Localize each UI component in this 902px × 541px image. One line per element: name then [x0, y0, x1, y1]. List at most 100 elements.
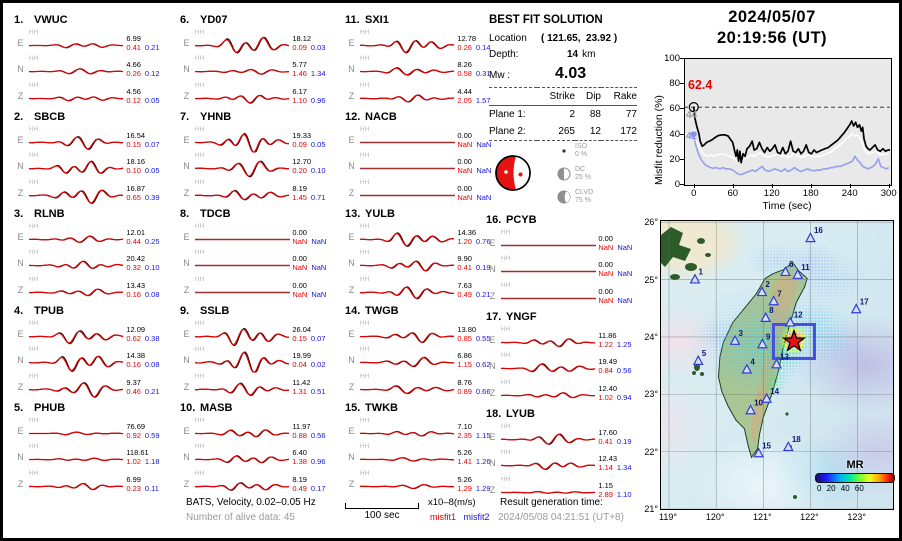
waveform-trace: HH [358, 223, 454, 250]
amplitude-value: 0.00 [457, 183, 472, 193]
misfit-values: 0.23 0.11 [126, 484, 176, 493]
svg-text:11: 11 [801, 263, 810, 272]
waveform-plot [359, 67, 454, 77]
x-tick-mark [888, 184, 890, 188]
channel-values: 8.19 0.49 0.17 [289, 475, 342, 493]
channel-values: 12.70 0.20 0.10 [289, 157, 342, 175]
misfit2-value: NaN [476, 166, 492, 176]
station-header: 16. PCYB [486, 212, 648, 230]
waveform-trace: HH [27, 29, 123, 56]
misfit2-value: 0.21 [144, 386, 160, 396]
amplitude-value: 18.12 [292, 34, 312, 44]
channel-values: 118.61 1.02 1.18 [123, 448, 176, 466]
channel-row: N HH 0.00 NaN NaN [345, 152, 507, 179]
channel-band-label: HH [194, 346, 205, 354]
channel-row: N HH 20.42 0.32 0.10 [14, 249, 176, 276]
map-station-13: 13 [771, 352, 789, 369]
channel-row: Z HH 0.00 NaN NaN [345, 178, 507, 206]
channel-band-label: HH [194, 320, 205, 328]
misfit1-value: NaN [292, 237, 308, 247]
station-code: YD07 [200, 14, 228, 26]
misfit1-value: 1.15 [457, 360, 472, 370]
channel-band-label: HH [500, 352, 511, 360]
station-block: 15. TWKB E HH 7.10 2.35 1.15 N HH 5.26 1.41 1.26 Z HH… [345, 400, 507, 497]
station-code: RLNB [34, 208, 65, 220]
waveform-trace: HH [193, 249, 290, 276]
svg-text:6: 6 [789, 260, 794, 269]
svg-text:16: 16 [814, 226, 823, 235]
component-label: E [183, 135, 190, 146]
misfit1-value: 0.26 [457, 43, 472, 53]
map-panel: 1 2 3 4 5 6 7 8 9 10 11 12 13 14 15 16 17 18 MR 0 20 40 6… [642, 210, 900, 540]
channel-band-label: HH [359, 249, 370, 257]
component-label: N [348, 258, 355, 269]
channel-row: N HH 118.61 1.02 1.18 [14, 443, 176, 470]
svg-text:17: 17 [860, 297, 869, 306]
waveform-plot [28, 160, 124, 175]
channel-values: 0.00 NaN NaN [454, 184, 507, 202]
amplitude-value: 11.97 [292, 422, 311, 432]
waveform-trace: HH [27, 373, 123, 400]
amplitude-value: 13.80 [457, 325, 477, 335]
waveform-plot [500, 271, 596, 273]
waveform-trace: HH [27, 55, 124, 82]
station-number: 16. [486, 214, 502, 226]
waveform-trace: HH [193, 179, 289, 206]
channel-band-label: HH [500, 378, 511, 386]
channel-values: 11.42 1.31 0.51 [289, 378, 342, 396]
station-number: 5. [14, 402, 24, 414]
misfit2-value: 0.05 [310, 140, 326, 150]
channel-row: Z HH 13.43 0.16 0.08 [14, 276, 176, 303]
channel-row: E HH 7.10 2.35 1.15 [345, 417, 507, 444]
station-block: 12. NACB E HH 0.00 NaN NaN N HH 0.00 NaN NaN Z HH 0.00… [345, 109, 507, 206]
station-block: 14. TWGB E HH 13.80 0.85 0.55 N HH 6.86 1.15 0.62 Z H… [345, 303, 507, 400]
lat-tick-label: 22° [644, 446, 658, 457]
station-block: 13. YULB E HH 14.36 1.20 0.76 N HH 9.90 0.41 0.19 Z H… [345, 206, 507, 303]
channel-row: Z HH 8.19 0.49 0.17 [180, 470, 342, 497]
misfit2-value: 0.96 [310, 95, 326, 105]
channel-row: N HH 12.70 0.20 0.10 [180, 152, 342, 179]
map-station-18: 18 [782, 435, 801, 452]
component-label: Z [348, 478, 355, 489]
component-label: N [17, 161, 24, 172]
waveform-plot [194, 238, 290, 241]
map-station-15: 15 [753, 441, 772, 458]
component-label: N [348, 355, 355, 366]
channel-band-label: HH [194, 372, 205, 380]
channel-row: Z HH 1.15 2.89 1.10 [486, 476, 648, 503]
misfit-values: 0.84 0.56 [598, 366, 648, 375]
channel-band-label: HH [28, 249, 39, 257]
channel-band-label: HH [359, 417, 370, 425]
amplitude-value: 9.37 [126, 377, 141, 387]
station-block: 1. VWUC E HH 6.99 0.41 0.21 N HH 4.66 0.26 0.12 Z HH 4… [14, 12, 176, 109]
result-generation-label: Result generation time: [500, 497, 603, 508]
misfit2-value: 0.25 [144, 237, 160, 247]
channel-band-label: HH [359, 178, 370, 186]
misfit1-value: 0.09 [292, 140, 307, 150]
misfit2-value: 0.10 [310, 166, 326, 176]
lat-tick-label: 24° [644, 331, 658, 342]
component-label: N [17, 64, 24, 75]
station-code: SSLB [200, 305, 230, 317]
amplitude-value: 118.61 [126, 448, 149, 458]
waveform-trace: HH [27, 82, 123, 109]
waveform-trace: HH [193, 443, 289, 470]
misfit-values: 0.85 0.55 [457, 334, 507, 343]
misfit2-value: 0.51 [310, 386, 326, 396]
misfit1-value: NaN [457, 140, 473, 150]
waveform-trace: HH [358, 417, 454, 444]
channel-row: N HH 5.26 1.41 1.26 [345, 443, 507, 470]
lon-tick-label: 120° [705, 512, 725, 522]
misfit1-value: 1.31 [292, 386, 307, 396]
waveform-trace: HH [358, 276, 455, 303]
misfit1-value: 0.20 [292, 166, 307, 176]
misfit-values: NaN NaN [457, 140, 507, 149]
waveform-column-4: 16. PCYB E HH 0.00 NaN NaN N HH 0.00 NaN NaN Z HH 0.00… [486, 212, 648, 503]
misfit-values: 0.12 0.05 [126, 96, 176, 105]
y-tick-mark [680, 108, 684, 110]
waveform-plot [500, 338, 595, 348]
station-block: 3. RLNB E HH 12.01 0.44 0.25 N HH 20.42 0.32 0.10 Z H… [14, 206, 176, 303]
waveform-plot [359, 194, 455, 196]
waveform-trace: HH [193, 470, 290, 497]
waveform-trace: HH [499, 378, 595, 406]
